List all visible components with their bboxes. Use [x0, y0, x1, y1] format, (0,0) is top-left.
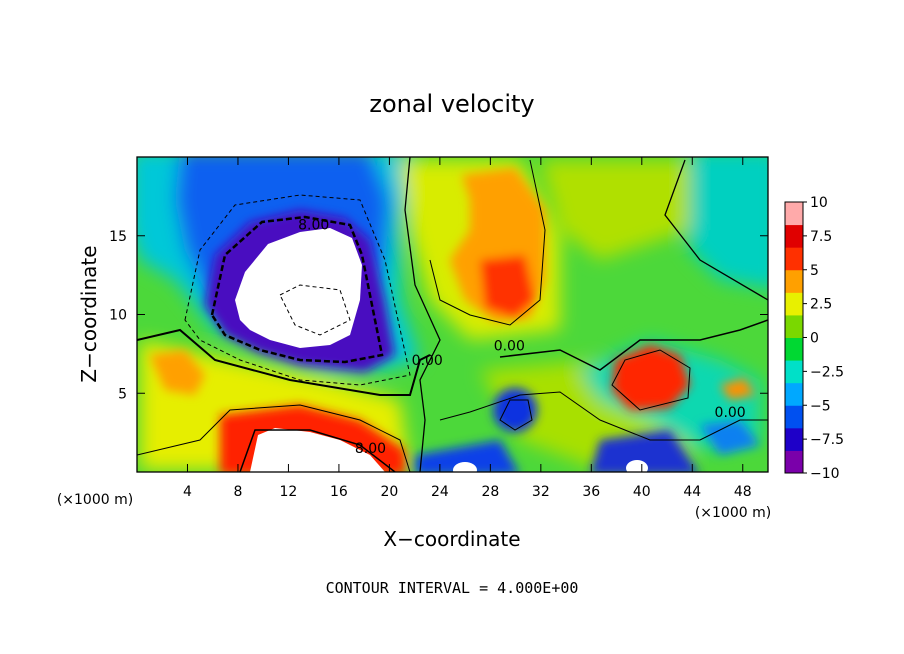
colorbar-swatch — [785, 314, 803, 338]
field-region-orange-patch — [720, 378, 755, 400]
field-core-white-upper — [235, 228, 362, 348]
x-axis: 4 8 12 16 20 24 28 32 36 40 44 48 — [183, 157, 752, 500]
field-region-yellow-top — [540, 160, 690, 260]
x-tick-label: 32 — [532, 484, 550, 500]
contour-zero-upper-right — [664, 159, 768, 301]
contour-interval-note: CONTOUR INTERVAL = 4.000E+00 — [326, 579, 579, 597]
x-tick-label: 36 — [582, 484, 600, 500]
colorbar-swatch — [785, 247, 803, 271]
colorbar-label: 2.5 — [810, 297, 832, 313]
y-axis-label: Z−coordinate — [77, 245, 101, 382]
colorbar-swatch — [785, 269, 803, 293]
field-region-blue-bottom — [415, 440, 519, 472]
contour-plus-4-lower — [137, 404, 411, 472]
contour-plus-4-west — [429, 159, 546, 326]
x-tick-label: 12 — [280, 484, 298, 500]
y-tick-label: 10 — [109, 308, 127, 324]
field-region-blue-vortex — [493, 388, 537, 432]
x-axis-label: X−coordinate — [383, 527, 520, 551]
colorbar: 10 7.5 5 2.5 0 −2.5 −5 −7.5 −10 — [784, 195, 844, 482]
contour-minus-4 — [184, 194, 411, 386]
colorbar-label: 0 — [810, 331, 819, 347]
contour-labels: 8.00 0.00 0.00 8.00 0.00 — [298, 217, 746, 457]
field-region-cyan-right — [680, 157, 768, 288]
x-unit-left: (×1000 m) — [57, 492, 133, 508]
chart-title: zonal velocity — [369, 90, 534, 118]
colorbar-swatch — [785, 450, 803, 474]
colorbar-label: −10 — [810, 466, 840, 482]
colorbar-label: 7.5 — [810, 229, 832, 245]
x-tick-label: 16 — [330, 484, 348, 500]
x-tick-label: 24 — [431, 484, 449, 500]
colorbar-swatch — [785, 202, 803, 226]
x-tick-label: 4 — [183, 484, 192, 500]
colorbar-swatch — [785, 382, 803, 406]
colorbar-label: 10 — [810, 195, 828, 211]
colorbar-swatch — [785, 224, 803, 248]
y-tick-label: 5 — [118, 386, 127, 402]
contour-label: 8.00 — [355, 441, 386, 457]
velocity-field: 8.00 0.00 0.00 8.00 0.00 — [137, 157, 768, 472]
colorbar-swatch — [785, 292, 803, 316]
colorbar-swatch — [785, 337, 803, 361]
contour-zero-left — [137, 328, 431, 396]
field-region-orange-left — [150, 350, 205, 395]
contour-plus-4-patch — [611, 349, 691, 411]
contour-label: 8.00 — [298, 217, 329, 233]
colorbar-swatch — [785, 405, 803, 429]
contour-minus-12 — [279, 284, 351, 336]
contour-label: 0.00 — [412, 353, 443, 369]
x-tick-label: 44 — [683, 484, 701, 500]
field-region-red-patch — [612, 345, 690, 410]
contour-vortex — [499, 399, 533, 431]
colorbar-swatch — [785, 360, 803, 384]
contour-label: 0.00 — [715, 405, 746, 421]
x-tick-label: 20 — [380, 484, 398, 500]
contour-zero-lower-right — [439, 391, 768, 441]
field-core-white-small-2 — [626, 460, 648, 472]
field-core-white-lower — [250, 428, 385, 472]
contour-lines — [137, 157, 768, 472]
field-core-white-small-1 — [453, 462, 477, 472]
x-tick-label: 8 — [233, 484, 242, 500]
colorbar-label: 5 — [810, 263, 819, 279]
contour-zero-mid — [404, 157, 441, 472]
contour-label: 0.00 — [494, 339, 525, 355]
contour-zero-right — [499, 319, 768, 371]
y-axis: 5 10 15 — [109, 229, 768, 402]
field-region-blue-right — [700, 420, 760, 455]
x-tick-label: 48 — [734, 484, 752, 500]
x-tick-label: 28 — [481, 484, 499, 500]
x-unit-right: (×1000 m) — [695, 505, 771, 521]
colorbar-label: −2.5 — [810, 364, 844, 380]
field-region-red-core — [480, 255, 535, 318]
colorbar-swatch — [785, 427, 803, 451]
colorbar-label: −7.5 — [810, 432, 844, 448]
colorbar-label: −5 — [810, 398, 831, 414]
x-tick-label: 40 — [633, 484, 651, 500]
contour-minus-8 — [210, 215, 384, 364]
contour-plus-8-lower — [239, 429, 396, 472]
y-tick-label: 15 — [109, 229, 127, 245]
